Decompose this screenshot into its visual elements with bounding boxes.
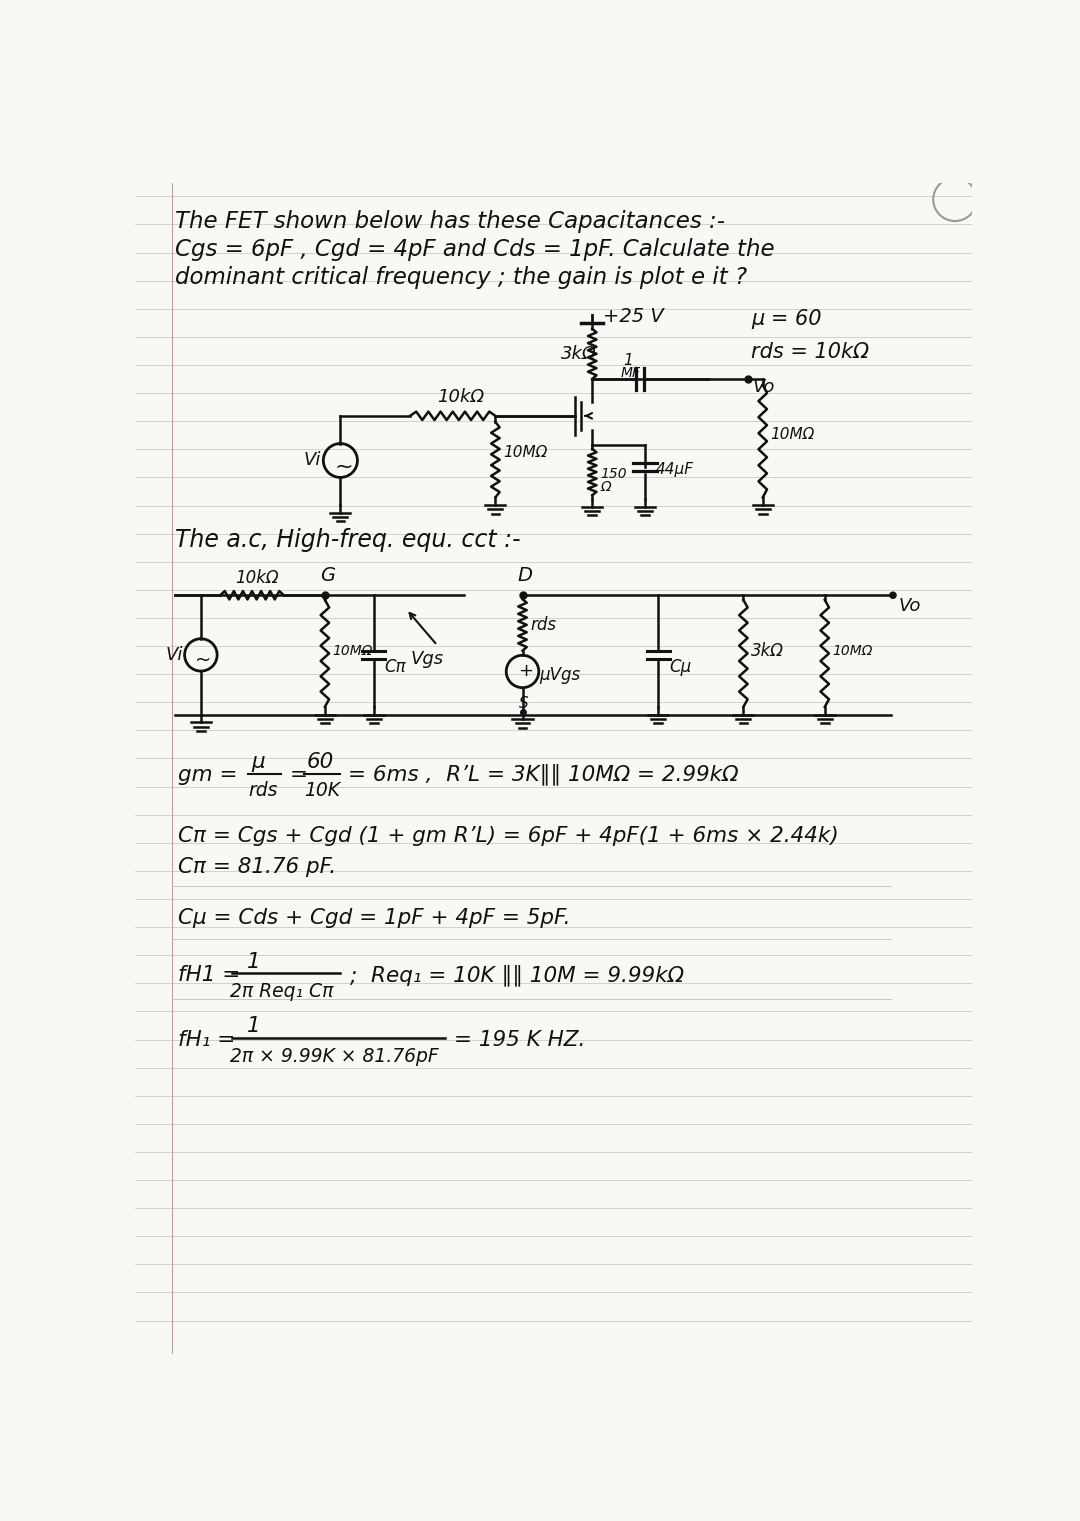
Text: rds = 10kΩ: rds = 10kΩ — [751, 342, 869, 362]
Text: gm =: gm = — [177, 765, 238, 785]
Text: Vgs: Vgs — [410, 649, 443, 668]
Text: 2π × 9.99K × 81.76pF: 2π × 9.99K × 81.76pF — [230, 1046, 438, 1066]
Text: dominant critical frequency ; the gain is plot e it ?: dominant critical frequency ; the gain i… — [175, 266, 747, 289]
Text: =: = — [291, 765, 308, 785]
Text: 10MΩ: 10MΩ — [503, 446, 548, 461]
Text: ~: ~ — [194, 651, 211, 669]
Text: 1: 1 — [246, 1016, 260, 1036]
Text: Ω: Ω — [600, 481, 610, 494]
Text: 10MΩ: 10MΩ — [833, 643, 873, 659]
Text: μVgs: μVgs — [540, 666, 581, 683]
Text: Cμ = Cds + Cgd = 1pF + 4pF = 5pF.: Cμ = Cds + Cgd = 1pF + 4pF = 5pF. — [177, 908, 570, 928]
Text: Vo: Vo — [899, 598, 921, 614]
Circle shape — [890, 592, 896, 598]
Text: fH1 =: fH1 = — [177, 964, 240, 986]
Text: Vi: Vi — [303, 452, 321, 470]
Text: 3kΩ: 3kΩ — [751, 642, 784, 660]
Text: Vi: Vi — [165, 646, 183, 663]
Text: 10kΩ: 10kΩ — [437, 388, 484, 406]
Text: fH₁ =: fH₁ = — [177, 1030, 234, 1049]
Text: 2π Req₁ Cπ: 2π Req₁ Cπ — [230, 983, 333, 1001]
Text: rds: rds — [530, 616, 556, 634]
Text: 10MΩ: 10MΩ — [333, 643, 373, 659]
Text: = 6ms ,  R’L = 3K∥∥ 10MΩ = 2.99kΩ: = 6ms , R’L = 3K∥∥ 10MΩ = 2.99kΩ — [348, 764, 739, 785]
Text: D: D — [517, 566, 532, 584]
Text: The FET shown below has these Capacitances :-: The FET shown below has these Capacitanc… — [175, 210, 726, 233]
Text: 150: 150 — [600, 467, 626, 481]
Text: +25 V: +25 V — [603, 307, 664, 325]
Text: 44μF: 44μF — [656, 462, 693, 478]
Text: Cπ = Cgs + Cgd (1 + gm R’L) = 6pF + 4pF(1 + 6ms × 2.44k): Cπ = Cgs + Cgd (1 + gm R’L) = 6pF + 4pF(… — [177, 826, 838, 846]
Text: G: G — [321, 566, 336, 584]
Text: 1: 1 — [623, 353, 633, 368]
Text: μ = 60: μ = 60 — [751, 309, 822, 329]
Text: 10K: 10K — [303, 780, 340, 800]
Text: rds: rds — [248, 780, 278, 800]
Text: ~: ~ — [334, 456, 353, 476]
Text: +: + — [517, 663, 532, 680]
Text: Cπ = 81.76 pF.: Cπ = 81.76 pF. — [177, 856, 336, 878]
Text: 10kΩ: 10kΩ — [235, 569, 279, 587]
Text: Cgs = 6pF , Cgd = 4pF and Cds = 1pF. Calculate the: Cgs = 6pF , Cgd = 4pF and Cds = 1pF. Cal… — [175, 237, 775, 260]
Text: 1: 1 — [246, 952, 260, 972]
Text: MF: MF — [620, 365, 640, 380]
Text: Cπ: Cπ — [384, 659, 406, 677]
Text: The a.c, High-freq. equ. cct :-: The a.c, High-freq. equ. cct :- — [175, 528, 521, 552]
Text: μ: μ — [252, 751, 265, 771]
Text: Vo: Vo — [753, 377, 775, 395]
Text: 3kΩ: 3kΩ — [562, 345, 597, 364]
Text: S: S — [518, 697, 528, 712]
Text: 10MΩ: 10MΩ — [770, 427, 814, 441]
Text: Cμ: Cμ — [669, 659, 691, 677]
Text: = 195 K HZ.: = 195 K HZ. — [455, 1030, 585, 1049]
Text: ;  Req₁ = 10K ∥∥ 10M = 9.99kΩ: ; Req₁ = 10K ∥∥ 10M = 9.99kΩ — [350, 964, 685, 986]
Text: 60: 60 — [307, 751, 335, 771]
